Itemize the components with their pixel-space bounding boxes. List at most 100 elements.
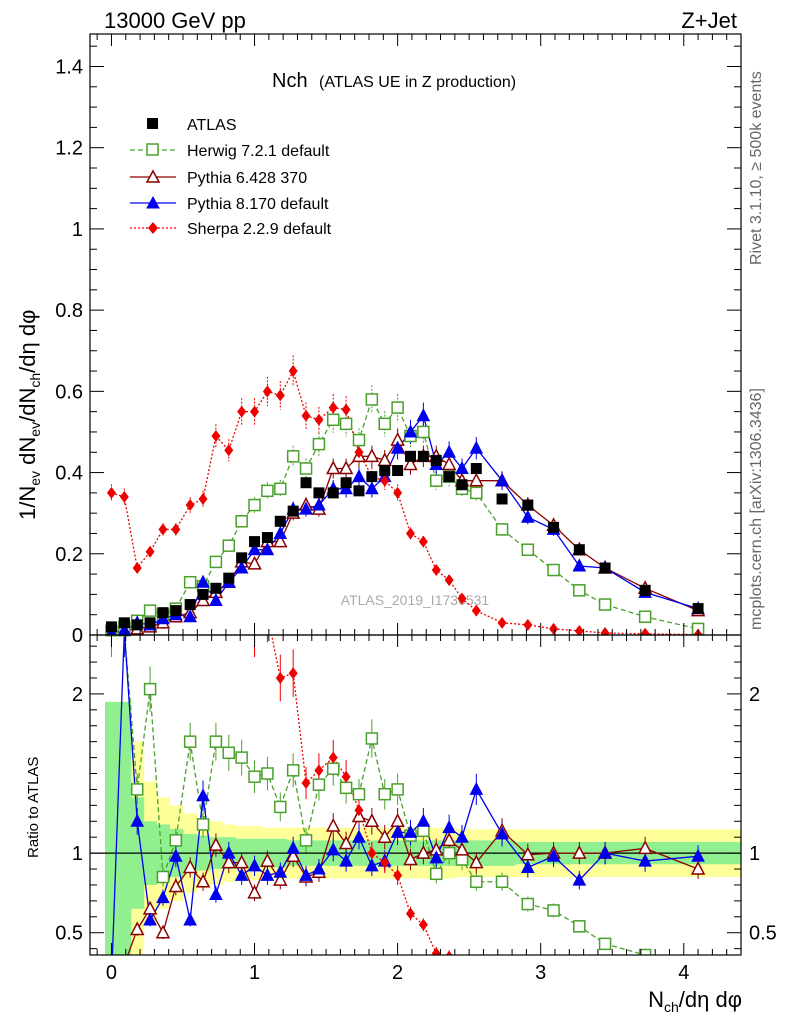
point-sherpa-24 [418, 535, 428, 548]
ratio-point-herwig-4 [156, 870, 170, 884]
point-herwig-3 [143, 604, 157, 617]
ratio-point-pythia6-17 [325, 817, 341, 832]
point-pythia8-26 [442, 444, 456, 458]
point-pythia8-15 [299, 501, 313, 515]
point-sherpa-22 [393, 486, 403, 499]
ratio-point-pythia8-5 [169, 848, 183, 862]
point-sherpa-9 [224, 444, 234, 457]
ratio-point-pythia8-8 [209, 886, 223, 901]
point-sherpa-13 [275, 389, 285, 402]
band-green-1 [117, 701, 132, 955]
ratio-point-sherpa-3 [146, 589, 155, 601]
ratio-point-sherpa-33 [601, 989, 610, 1001]
point-pythia8-8 [209, 592, 223, 606]
ratio-point-sherpa-19 [354, 804, 364, 817]
x-tick-label-0: 0 [106, 962, 117, 984]
point-atlas-27 [456, 479, 468, 491]
ratio-point-pythia6-28 [469, 854, 484, 869]
ratio-y-tick-label-2: 2 [72, 684, 83, 706]
ratio-point-sherpa-18 [341, 770, 351, 783]
ratio-point-herwig-20 [365, 732, 379, 745]
point-atlas-19 [353, 485, 365, 497]
point-sherpa-21 [380, 474, 390, 487]
ratio-point-sherpa-15 [301, 777, 311, 790]
ratio-point-herwig-11 [248, 770, 261, 783]
point-pythia6-17 [325, 460, 341, 475]
legend-label-atlas: ATLAS [187, 117, 237, 134]
ratio-point-pythia6-34 [637, 840, 653, 855]
top-y-tick-label-0: 0 [72, 625, 83, 647]
point-pythia8-6 [183, 609, 197, 623]
point-pythia8-32 [572, 558, 587, 572]
x-tick-label-3: 3 [535, 962, 546, 984]
ratio-point-pythia6-26 [441, 832, 457, 847]
ratio-point-pythia6-35 [690, 860, 706, 875]
point-atlas-24 [417, 450, 429, 462]
point-herwig-15 [299, 462, 313, 475]
ratio-point-pythia6-30 [520, 846, 536, 861]
ratio-point-pythia8-16 [312, 861, 326, 875]
ratio-point-herwig-12 [261, 767, 274, 780]
legend-label-herwig: Herwig 7.2.1 default [187, 143, 330, 160]
point-pythia8-28 [469, 440, 484, 454]
plot-title: Nch [272, 70, 308, 92]
point-atlas-1 [118, 617, 130, 629]
ratio-point-sherpa-28 [472, 982, 481, 994]
point-pythia8-7 [196, 574, 210, 588]
point-pythia8-20 [365, 481, 379, 495]
ratio-point-pythia8-23 [403, 824, 418, 838]
ratio-point-pythia6-22 [390, 813, 405, 828]
point-herwig-19 [352, 433, 366, 447]
ratio-point-pythia6-7 [195, 873, 211, 888]
point-herwig-12 [261, 484, 274, 498]
point-atlas-15 [300, 477, 312, 489]
ratio-point-sherpa-5 [171, 589, 180, 601]
point-atlas-6 [184, 599, 196, 611]
point-herwig-16 [312, 437, 326, 451]
ratio-point-herwig-19 [352, 787, 366, 801]
legend-entry-pythia8: Pythia 8.170 default [130, 195, 329, 213]
point-sherpa-23 [405, 527, 415, 540]
point-sherpa-5 [171, 523, 181, 536]
point-herwig-14 [286, 450, 300, 463]
point-sherpa-30 [523, 618, 533, 631]
point-herwig-9 [222, 539, 236, 552]
legend-label-pythia6: Pythia 6.428 370 [187, 170, 307, 187]
point-atlas-9 [223, 572, 235, 584]
ratio-point-pythia6-2 [129, 921, 145, 936]
point-herwig-30 [521, 543, 535, 556]
point-herwig-22 [391, 401, 404, 414]
ratio-point-sherpa-13 [275, 671, 285, 684]
ratio-point-pythia8-13 [273, 864, 288, 878]
side-label-rivet: Rivet 3.1.10, ≥ 500k events [748, 71, 765, 265]
point-pythia6-18 [338, 460, 354, 475]
header-right: Z+Jet [681, 8, 737, 33]
ratio-point-herwig-26 [442, 846, 456, 860]
point-atlas-34 [639, 584, 651, 596]
ratio-point-pythia8-28 [469, 781, 484, 795]
top-y-tick-label-4: 0.8 [55, 300, 83, 322]
ratio-point-herwig-24 [417, 824, 430, 838]
point-pythia6-28 [469, 472, 484, 487]
point-pythia8-10 [234, 560, 249, 574]
point-herwig-13 [274, 482, 287, 496]
point-herwig-17 [326, 413, 340, 427]
ratio-point-pythia6-27 [454, 841, 470, 856]
ratio-point-sherpa-17 [328, 751, 338, 764]
legend-marker-atlas [147, 118, 158, 129]
point-atlas-14 [287, 505, 299, 517]
ratio-point-herwig-7 [196, 818, 210, 831]
ratio-point-herwig-18 [339, 781, 353, 795]
side-label-mcplots: mcplots.cern.ch [arXiv:1306.3436] [748, 388, 765, 630]
ratio-point-herwig-2 [130, 783, 144, 796]
point-pythia8-22 [390, 440, 405, 454]
point-herwig-10 [235, 515, 248, 528]
ratio-point-herwig-3 [143, 682, 157, 696]
legend-marker-herwig [146, 143, 159, 156]
ratio-point-pythia8-17 [326, 842, 341, 856]
point-atlas-5 [170, 605, 182, 617]
point-sherpa-32 [574, 624, 584, 635]
point-sherpa-3 [145, 545, 155, 558]
ratio-point-pythia8-12 [260, 867, 275, 881]
point-atlas-17 [327, 487, 339, 499]
